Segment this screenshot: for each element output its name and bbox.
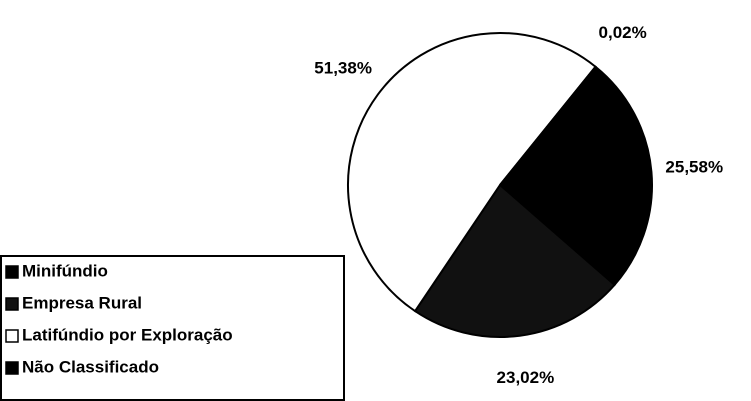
legend-label: Minifúndio (22, 261, 108, 280)
pie-slice (499, 65, 598, 186)
data-label: 51,38% (314, 59, 372, 78)
legend-swatch (5, 265, 19, 279)
legend-box (0, 255, 345, 401)
data-label: 23,02% (497, 368, 555, 387)
legend-swatch (5, 329, 19, 343)
data-label: 0,02% (599, 23, 647, 42)
legend-label: Empresa Rural (22, 293, 142, 312)
legend-label: Não Classificado (22, 357, 159, 376)
data-label: 25,58% (665, 158, 723, 177)
legend-swatch (5, 361, 19, 375)
legend-label: Latifúndio por Exploração (22, 325, 233, 344)
pie-slice (413, 183, 616, 338)
pie-slice (347, 32, 597, 313)
pie-slice (498, 65, 653, 287)
legend-swatch (5, 297, 19, 311)
